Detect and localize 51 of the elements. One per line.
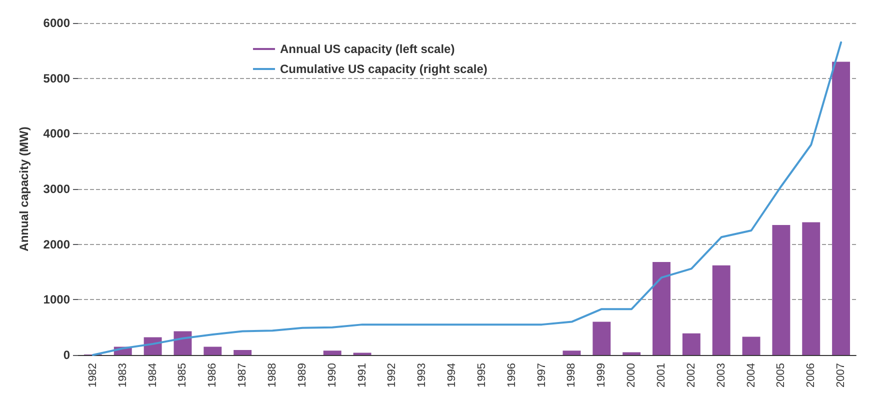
x-tick-label: 2005 (775, 363, 788, 388)
bar (772, 224, 790, 355)
x-tick-label: 2004 (745, 363, 758, 388)
x-tick-label: 2006 (805, 363, 818, 388)
x-tick-label: 1982 (86, 363, 99, 388)
bar (832, 62, 850, 355)
y-tick-label: 0 (63, 348, 70, 362)
line-series (92, 41, 842, 356)
x-tick-label: 1999 (596, 363, 608, 388)
bar (174, 331, 192, 355)
y-tick-label: 5000 (43, 71, 70, 86)
legend-label: Annual US capacity (left scale) (280, 42, 455, 56)
bar (323, 350, 342, 355)
x-tick-label: 1997 (536, 363, 548, 388)
y-tick-label: 3000 (43, 182, 70, 196)
legend-label: Cumulative US capacity (right scale) (280, 62, 488, 76)
bar (592, 322, 611, 355)
bar (204, 346, 222, 355)
y-tick-label: 1000 (43, 292, 70, 307)
x-tick-label: 1990 (326, 363, 338, 388)
x-tick-label: 2002 (685, 363, 698, 388)
y-tick-label: 2000 (43, 237, 70, 252)
x-tick-label: 1988 (266, 363, 278, 388)
x-tick-label: 2003 (715, 363, 728, 388)
x-tick-label: 1993 (416, 363, 428, 388)
x-tick-label: 1989 (296, 363, 308, 388)
x-tick-label: 1987 (236, 363, 249, 388)
x-tick-label: 1995 (476, 363, 488, 388)
x-tick-label: 1998 (566, 363, 578, 388)
bar (652, 262, 670, 355)
bar (742, 336, 760, 355)
x-tick-label: 1991 (356, 363, 368, 388)
y-tick-label: 6000 (43, 16, 70, 30)
x-tick-label: 1992 (386, 363, 398, 388)
bar (682, 333, 700, 355)
x-tick-label: 1996 (506, 363, 518, 388)
x-tick-label: 2000 (626, 363, 638, 388)
bar (234, 350, 252, 355)
x-tick-label: 2007 (835, 363, 848, 388)
x-tick-label: 1994 (446, 363, 458, 388)
y-axis-title: Annual capacity (MW) (17, 126, 31, 252)
x-tick-label: 1985 (176, 363, 189, 388)
y-tick-label: 4000 (43, 126, 70, 141)
x-tick-label: 1984 (146, 363, 159, 388)
bar (712, 265, 730, 355)
x-tick-label: 1986 (206, 363, 219, 388)
bar (622, 352, 641, 355)
bar (562, 350, 581, 355)
x-tick-label: 2001 (656, 363, 668, 388)
x-tick-label: 1983 (116, 363, 129, 388)
bar (802, 222, 820, 355)
